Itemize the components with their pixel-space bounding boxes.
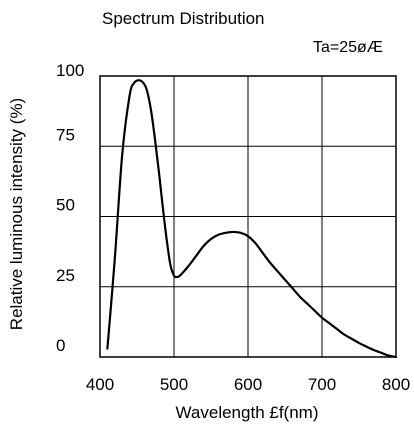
grid bbox=[100, 76, 396, 357]
y-tick-label: 25 bbox=[56, 266, 75, 285]
x-tick-label: 600 bbox=[234, 375, 262, 394]
x-tick-label: 400 bbox=[86, 375, 114, 394]
chart-title: Spectrum Distribution bbox=[102, 9, 265, 28]
y-tick-label: 0 bbox=[56, 336, 65, 355]
y-tick-label: 50 bbox=[56, 196, 75, 215]
temperature-annotation: Ta=25øÆ bbox=[313, 39, 383, 56]
series-line-spectrum bbox=[106, 79, 398, 359]
plot-frame bbox=[99, 75, 397, 358]
x-tick-label: 700 bbox=[308, 375, 336, 394]
y-tick-label: 75 bbox=[56, 125, 75, 144]
tick-labels: 400 500 600 700 800 0 25 50 75 100 bbox=[56, 61, 410, 394]
y-axis-label: Relative luminous intensity (%) bbox=[7, 98, 26, 330]
y-tick-label: 100 bbox=[56, 61, 84, 80]
x-tick-label: 800 bbox=[382, 375, 410, 394]
x-axis-label: Wavelength £f(nm) bbox=[176, 403, 319, 422]
x-tick-label: 500 bbox=[160, 375, 188, 394]
